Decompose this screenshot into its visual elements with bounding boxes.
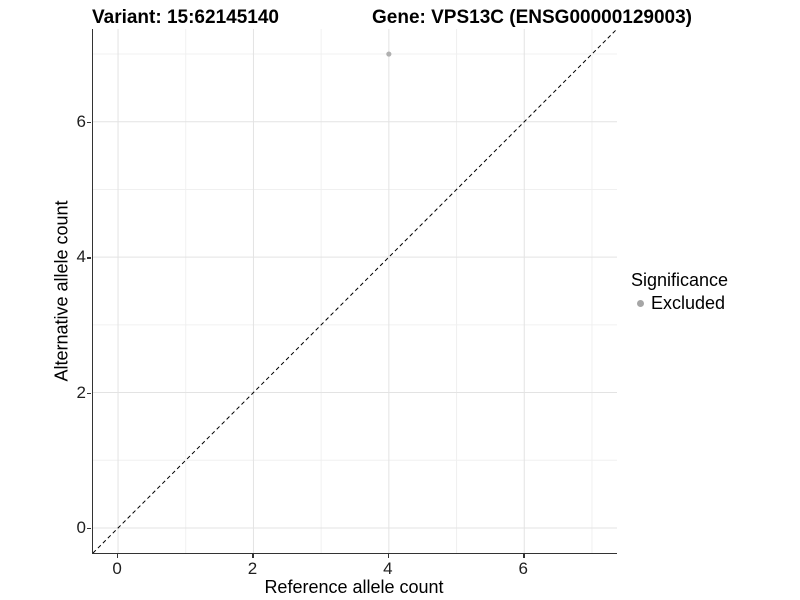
legend-point-icon bbox=[636, 299, 644, 307]
y-tick-label: 0 bbox=[76, 517, 86, 537]
x-tick-label: 2 bbox=[247, 559, 258, 578]
legend-items: Excluded bbox=[631, 293, 728, 313]
x-tick-mark bbox=[523, 554, 525, 558]
x-tick-mark bbox=[252, 554, 254, 558]
y-tick-mark bbox=[87, 121, 91, 124]
y-axis-title: Alternative allele count bbox=[51, 200, 72, 382]
legend: Significance Excluded bbox=[631, 270, 728, 313]
plot-title-gene: Gene: VPS13C (ENSG00000129003) bbox=[372, 7, 693, 28]
identity-line bbox=[93, 29, 617, 553]
y-tick-mark bbox=[87, 527, 91, 530]
y-tick-mark bbox=[87, 257, 91, 259]
plot-title-variant: Variant: 15:62145140 bbox=[92, 7, 279, 28]
x-tick-label: 0 bbox=[112, 559, 122, 578]
legend-item-label: Excluded bbox=[651, 292, 726, 313]
x-axis-title: Reference allele count bbox=[264, 577, 444, 597]
plot-panel bbox=[92, 29, 617, 554]
y-tick-mark bbox=[87, 392, 91, 394]
x-tick-mark bbox=[387, 554, 390, 558]
legend-title: Significance bbox=[631, 270, 729, 290]
y-tick-label: 4 bbox=[76, 247, 86, 267]
x-tick-label: 4 bbox=[383, 559, 393, 578]
x-tick-mark bbox=[117, 554, 119, 558]
y-tick-label: 2 bbox=[76, 382, 86, 402]
y-tick-label: 6 bbox=[76, 111, 86, 131]
data-point bbox=[386, 51, 392, 57]
plot-canvas bbox=[93, 29, 617, 553]
x-tick-label: 6 bbox=[518, 559, 528, 578]
legend-item: Excluded bbox=[631, 293, 728, 313]
legend-key bbox=[631, 294, 649, 312]
